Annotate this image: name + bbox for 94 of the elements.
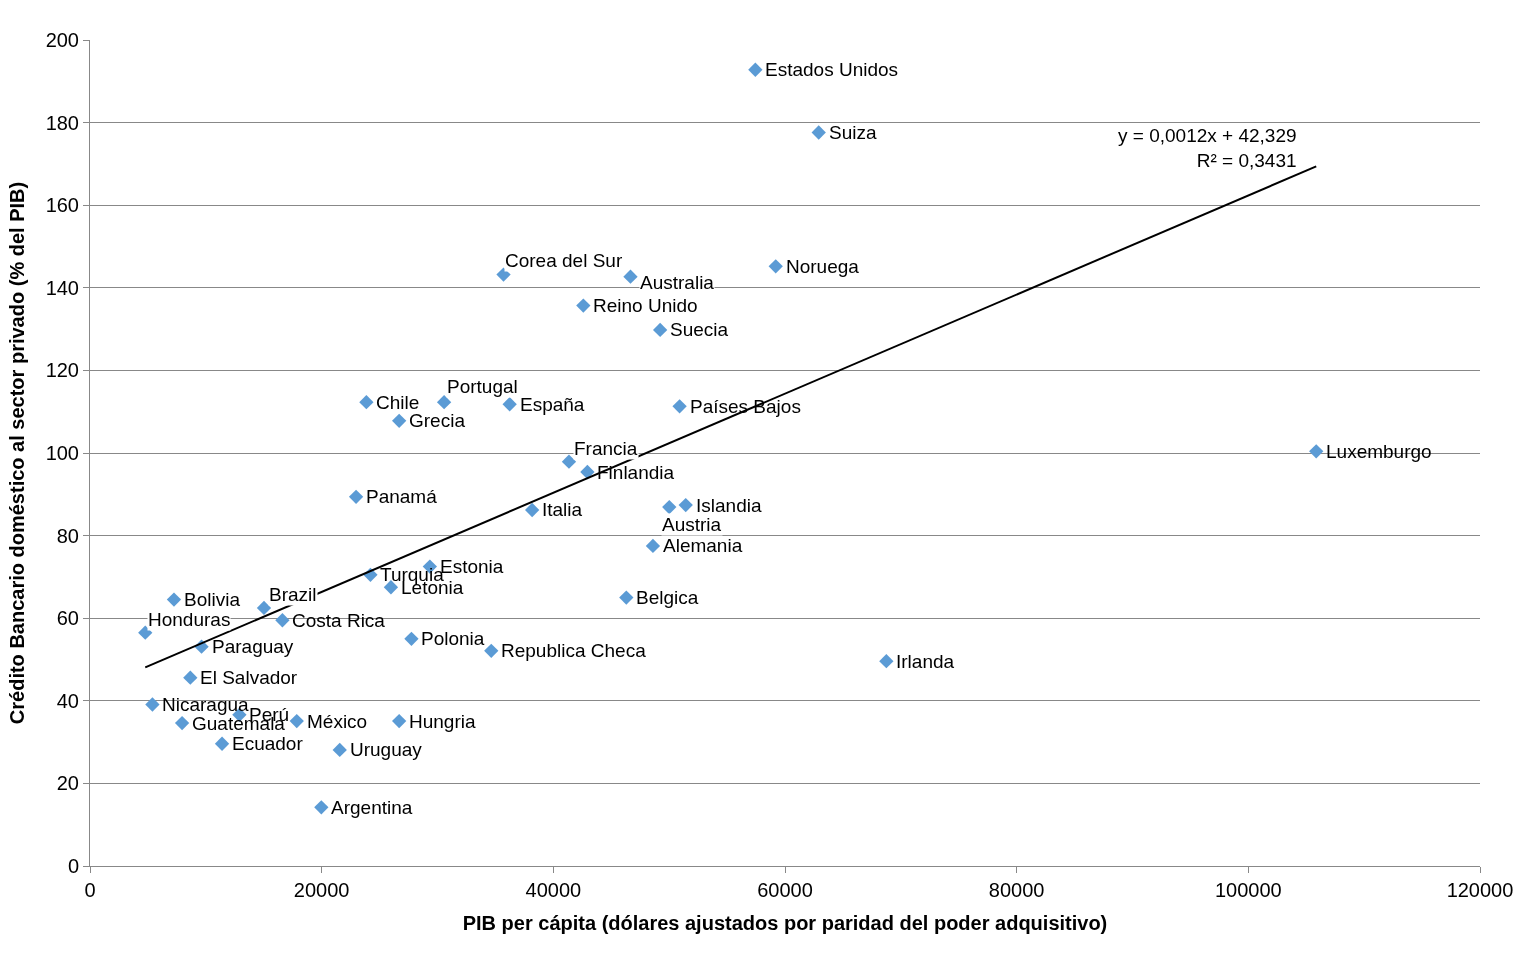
point — [314, 800, 329, 815]
x-tick-label: 40000 — [525, 879, 582, 901]
point — [174, 715, 190, 731]
annotation: Grecia — [409, 410, 466, 431]
point — [332, 742, 347, 758]
point — [145, 697, 160, 712]
point — [524, 502, 540, 518]
point — [348, 489, 364, 504]
point — [392, 713, 407, 729]
annotation: Suiza — [829, 122, 877, 143]
annotation: Paraguay — [212, 636, 294, 657]
point — [678, 497, 693, 513]
annotation: Estados Unidos — [765, 59, 899, 80]
annotation: Alemania — [663, 535, 743, 556]
annotation: Irlanda — [896, 651, 955, 672]
point — [672, 399, 687, 414]
y-tick-label: 200 — [45, 29, 79, 51]
x-tick-label: 0 — [84, 879, 96, 901]
annotation: Países Bajos — [690, 396, 801, 417]
point — [392, 413, 407, 428]
annotation: y = 0,0012x + 42,329 — [1118, 125, 1297, 146]
annotation: Argentina — [331, 797, 413, 818]
point — [138, 625, 153, 640]
point — [1309, 444, 1324, 459]
point — [645, 538, 661, 554]
point — [502, 397, 517, 412]
y-tick-label: 0 — [67, 855, 79, 877]
annotation: Nicaragua — [162, 694, 250, 715]
point — [768, 259, 783, 274]
annotation: Hungria — [409, 711, 476, 732]
annotation: Suecia — [670, 319, 729, 340]
point — [436, 395, 452, 410]
annotation: Corea del Sur — [505, 250, 623, 271]
point — [580, 464, 595, 480]
point — [289, 713, 304, 729]
point — [404, 631, 419, 646]
point — [748, 62, 763, 77]
x-tick-label: 60000 — [757, 879, 813, 901]
point — [576, 298, 591, 313]
annotation: Francia — [574, 438, 638, 459]
y-axis-title: Crédito Bancario doméstico al sector privado (% del PIB) — [6, 181, 29, 725]
point — [879, 654, 894, 669]
y-tick-label: 180 — [45, 111, 79, 134]
point — [484, 643, 499, 658]
x-tick-label: 20000 — [293, 879, 350, 901]
point — [359, 395, 374, 410]
x-tick-label: 100000 — [1214, 879, 1282, 901]
annotation: Ecuador — [232, 733, 304, 754]
point — [214, 736, 230, 751]
annotation: Panamá — [366, 486, 438, 507]
point — [561, 454, 577, 469]
point — [662, 499, 677, 515]
y-tick-label: 120 — [45, 359, 79, 382]
annotation: Uruguay — [350, 739, 423, 760]
point — [166, 592, 182, 607]
annotation: R² = 0,3431 — [1196, 149, 1297, 171]
y-tick-label: 160 — [45, 194, 79, 217]
y-tick-label: 100 — [45, 442, 79, 464]
point — [256, 600, 272, 616]
point — [623, 269, 638, 284]
annotation: Finlandia — [597, 462, 675, 483]
annotation: Austria — [662, 514, 722, 535]
annotation: Belgica — [636, 587, 699, 608]
annotation: Costa Rica — [292, 610, 386, 631]
y-tick-label: 40 — [56, 689, 79, 712]
annotation: Chile — [376, 392, 420, 413]
point — [183, 670, 198, 685]
y-tick-label: 60 — [56, 607, 79, 630]
x-axis-title: PIB per cápita (dólares ajustados por paridad del poder adquisitivo) — [462, 911, 1108, 934]
x-tick-label: 120000 — [1446, 879, 1514, 901]
point — [811, 125, 826, 140]
x-tick-label: 80000 — [988, 879, 1045, 901]
annotation: Italia — [542, 499, 583, 520]
annotation: Honduras — [148, 609, 231, 630]
annotation: Brazil — [269, 584, 317, 605]
annotation: México — [307, 711, 368, 732]
annotation: Reino Unido — [593, 295, 698, 316]
y-tick-label: 20 — [56, 772, 79, 795]
annotation: Portugal — [447, 376, 518, 397]
point — [619, 590, 634, 605]
point — [275, 613, 290, 628]
annotation: España — [520, 394, 585, 415]
annotation: Noruega — [786, 256, 860, 277]
point — [652, 322, 668, 338]
annotation: Luxemburgo — [1326, 441, 1432, 462]
annotation: Polonia — [421, 628, 485, 649]
y-tick-label: 140 — [45, 276, 79, 299]
annotation: Bolivia — [184, 589, 241, 610]
annotation: Australia — [640, 272, 715, 293]
annotation: El Salvador — [200, 667, 298, 688]
annotation: Islandia — [696, 495, 762, 516]
annotation: Republica Checa — [501, 640, 647, 661]
point — [496, 267, 511, 282]
y-tick-label: 80 — [56, 524, 79, 547]
